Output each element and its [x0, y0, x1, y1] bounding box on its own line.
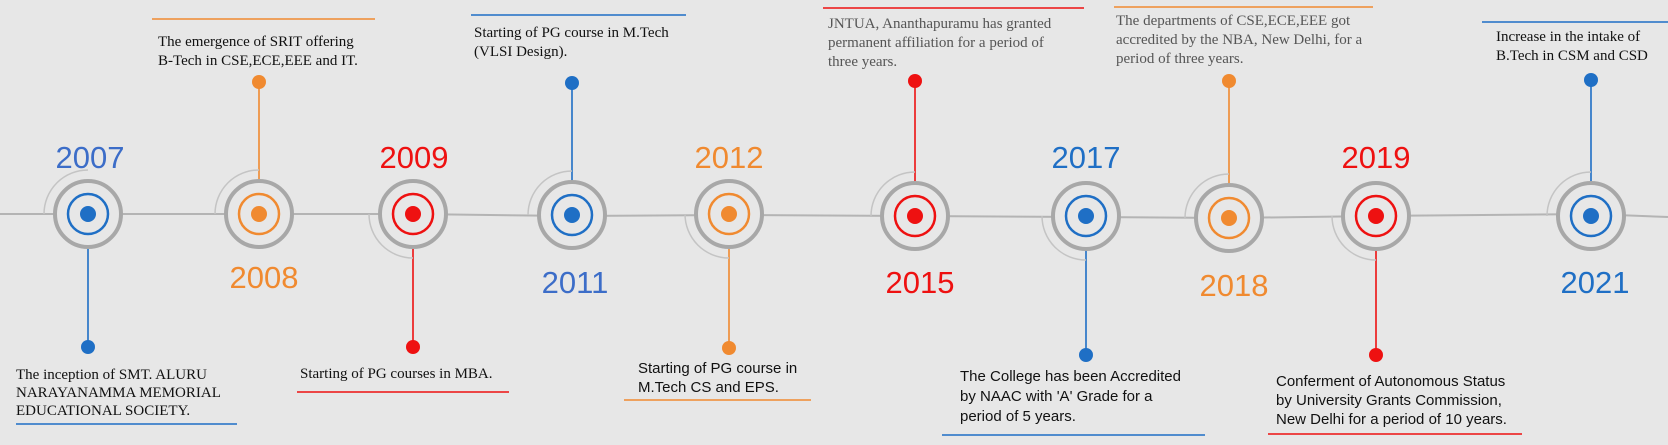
description-line: three years. — [828, 54, 897, 70]
milestone-year: 2018 — [1200, 268, 1269, 303]
milestone-center-dot — [721, 206, 737, 222]
milestone-end-dot — [1222, 74, 1236, 88]
description-line: NARAYANAMMA MEMORIAL — [16, 385, 221, 401]
description-line: The emergence of SRIT offering — [158, 34, 354, 50]
milestone-end-dot — [1584, 73, 1598, 87]
milestone-end-dot — [1369, 348, 1383, 362]
milestone-year: 2017 — [1052, 140, 1121, 175]
description-line: permanent affiliation for a period of — [828, 35, 1044, 51]
milestone-end-dot — [722, 341, 736, 355]
description-line: by NAAC with 'A' Grade for a — [960, 388, 1153, 405]
milestone-arc — [1331, 215, 1377, 261]
milestone-end-dot — [81, 340, 95, 354]
milestone-arc — [1041, 215, 1087, 261]
milestone-arc — [1546, 171, 1592, 217]
milestone-arc — [1184, 173, 1230, 219]
milestone-end-dot — [1079, 348, 1093, 362]
milestone-center-dot — [1221, 210, 1237, 226]
milestone-end-dot — [406, 340, 420, 354]
milestone-center-dot — [405, 206, 421, 222]
milestone-year: 2009 — [380, 140, 449, 175]
timeline-milestone-2015: 2015 JNTUA, Ananthapuramu has granted perm… — [823, 7, 1084, 300]
timeline-milestone-2011: 2011 Starting of PG course in M.Tech (VLSI… — [471, 14, 686, 300]
timeline-milestone-2012: 2012 Starting of PG course in M.Tech CS an… — [624, 140, 811, 401]
description-line: B.Tech in CSM and CSD — [1496, 48, 1648, 64]
milestone-end-dot — [252, 75, 266, 89]
timeline-milestone-2019: 2019 Conferment of Autonomous Status by Un… — [1268, 140, 1522, 435]
description-line: period of 5 years. — [960, 408, 1076, 425]
milestone-center-dot — [907, 208, 923, 224]
milestone-arc — [43, 169, 89, 215]
milestone-year: 2019 — [1342, 140, 1411, 175]
milestone-end-dot — [565, 76, 579, 90]
description-line: Conferment of Autonomous Status — [1276, 373, 1505, 390]
milestone-description: The emergence of SRIT offering B-Tech in … — [158, 34, 358, 69]
timeline-milestone-2009: 2009 Starting of PG courses in MBA. — [297, 140, 509, 393]
timeline-milestone-2021: 2021 Increase in the intake of B.Tech in C… — [1482, 21, 1668, 300]
milestone-arc — [527, 170, 573, 216]
milestone-center-dot — [1078, 208, 1094, 224]
milestone-end-dot — [908, 74, 922, 88]
description-line: JNTUA, Ananthapuramu has granted — [828, 16, 1052, 32]
description-line: The departments of CSE,ECE,EEE got — [1116, 13, 1351, 29]
milestone-center-dot — [1583, 208, 1599, 224]
milestone-center-dot — [1368, 208, 1384, 224]
description-line: New Delhi for a period of 10 years. — [1276, 411, 1507, 428]
description-line: (VLSI Design). — [474, 44, 567, 60]
milestone-year: 2021 — [1561, 265, 1630, 300]
description-line: The inception of SMT. ALURU — [16, 367, 207, 383]
milestone-center-dot — [80, 206, 96, 222]
milestone-description: Starting of PG courses in MBA. — [300, 366, 493, 382]
milestone-arc — [870, 171, 916, 217]
description-line: by University Grants Commission, — [1276, 392, 1502, 409]
milestone-description: Starting of PG course in M.Tech CS and EP… — [638, 360, 797, 396]
description-line: accredited by the NBA, New Delhi, for a — [1116, 32, 1363, 48]
milestone-year: 2008 — [230, 260, 299, 295]
milestone-description: Starting of PG course in M.Tech (VLSI Des… — [474, 25, 669, 60]
timeline-milestone-2008: 2008 The emergence of SRIT offering B-Tech… — [152, 18, 375, 295]
description-line: period of three years. — [1116, 51, 1243, 67]
timeline-milestone-2018: 2018 The departments of CSE,ECE,EEE got ac… — [1114, 6, 1373, 303]
milestone-description: The inception of SMT. ALURU NARAYANAMMA M… — [16, 367, 221, 419]
milestone-description: Increase in the intake of B.Tech in CSM a… — [1496, 29, 1648, 64]
milestone-center-dot — [564, 207, 580, 223]
milestone-description: Conferment of Autonomous Status by Univer… — [1276, 373, 1507, 428]
description-line: Starting of PG course in — [638, 360, 797, 377]
milestone-year: 2007 — [56, 140, 125, 175]
milestone-arc — [214, 169, 260, 215]
description-line: Starting of PG courses in MBA. — [300, 366, 493, 382]
milestone-description: JNTUA, Ananthapuramu has granted permanen… — [828, 16, 1052, 70]
description-line: B-Tech in CSE,ECE,EEE and IT. — [158, 53, 358, 69]
description-line: The College has been Accredited — [960, 368, 1181, 385]
timeline-milestone-2007: 2007 The inception of SMT. ALURU NARAYANAM… — [16, 140, 237, 425]
milestone-year: 2011 — [542, 265, 609, 300]
description-line: EDUCATIONAL SOCIETY. — [16, 403, 190, 419]
milestone-year: 2012 — [695, 140, 764, 175]
description-line: M.Tech CS and EPS. — [638, 379, 779, 396]
milestone-arc — [684, 213, 730, 259]
description-line: Starting of PG course in M.Tech — [474, 25, 669, 41]
milestone-description: The College has been Accredited by NAAC w… — [960, 368, 1181, 425]
milestone-arc — [368, 213, 414, 259]
timeline-milestone-2017: 2017 The College has been Accredited by NA… — [942, 140, 1205, 436]
milestone-year: 2015 — [886, 265, 955, 300]
description-line: Increase in the intake of — [1496, 29, 1640, 45]
milestone-description: The departments of CSE,ECE,EEE got accred… — [1116, 13, 1363, 67]
milestone-center-dot — [251, 206, 267, 222]
